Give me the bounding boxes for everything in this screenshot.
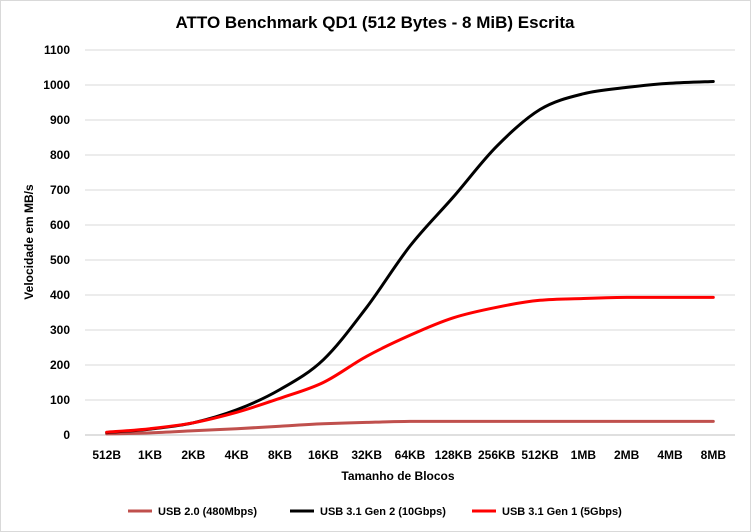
x-tick-label: 256KB [478, 448, 516, 462]
y-tick-label: 400 [50, 288, 70, 302]
x-tick-label: 32KB [351, 448, 382, 462]
x-tick-label: 2KB [181, 448, 205, 462]
x-tick-label: 128KB [435, 448, 473, 462]
x-tick-label: 1KB [138, 448, 162, 462]
y-tick-label: 0 [63, 428, 70, 442]
legend-label-usb-3-1-gen-1-5gbps: USB 3.1 Gen 1 (5Gbps) [502, 506, 622, 518]
y-axis-title: Velocidade em MB/s [22, 184, 36, 300]
x-tick-label: 512B [92, 448, 121, 462]
y-tick-label: 700 [50, 183, 70, 197]
y-tick-label: 1000 [43, 78, 70, 92]
x-tick-label: 16KB [308, 448, 339, 462]
x-tick-label: 2MB [614, 448, 640, 462]
y-tick-label: 800 [50, 148, 70, 162]
x-axis-ticks: 512B 1KB 2KB 4KB 8KB 16KB 32KB 64KB 128KB 256KB 51… [92, 448, 726, 462]
series-line-usb-3-1-gen-2-10gbps [105, 80, 715, 435]
y-tick-label: 200 [50, 358, 70, 372]
x-tick-label: 8MB [701, 448, 727, 462]
y-tick-label: 100 [50, 393, 70, 407]
x-tick-label: 4MB [657, 448, 683, 462]
series-line-usb-2-0-480mbps [105, 419, 715, 436]
y-tick-label: 600 [50, 218, 70, 232]
y-tick-label: 1100 [44, 43, 70, 57]
series-line-usb-3-1-gen-1-5gbps [105, 295, 715, 434]
x-tick-label: 8KB [268, 448, 292, 462]
x-tick-label: 64KB [395, 448, 426, 462]
legend-label-usb-2-0-480mbps: USB 2.0 (480Mbps) [158, 506, 257, 518]
y-tick-label: 300 [50, 323, 70, 337]
x-tick-label: 1MB [571, 448, 597, 462]
series-lines [105, 80, 715, 436]
y-tick-label: 900 [50, 113, 70, 127]
legend-label-usb-3-1-gen-2-10gbps: USB 3.1 Gen 2 (10Gbps) [320, 506, 446, 518]
legend: USB 2.0 (480Mbps) USB 3.1 Gen 2 (10Gbps) U… [128, 506, 622, 518]
x-tick-label: 4KB [225, 448, 249, 462]
x-axis-title: Tamanho de Blocos [341, 469, 454, 483]
chart-title: ATTO Benchmark QD1 (512 Bytes - 8 MiB) E… [175, 13, 575, 32]
y-axis-ticks: 0 100 200 300 400 500 600 700 800 900 1000 1100 [43, 43, 70, 442]
y-tick-label: 500 [50, 253, 70, 267]
gridlines [85, 49, 735, 436]
x-tick-label: 512KB [521, 448, 559, 462]
